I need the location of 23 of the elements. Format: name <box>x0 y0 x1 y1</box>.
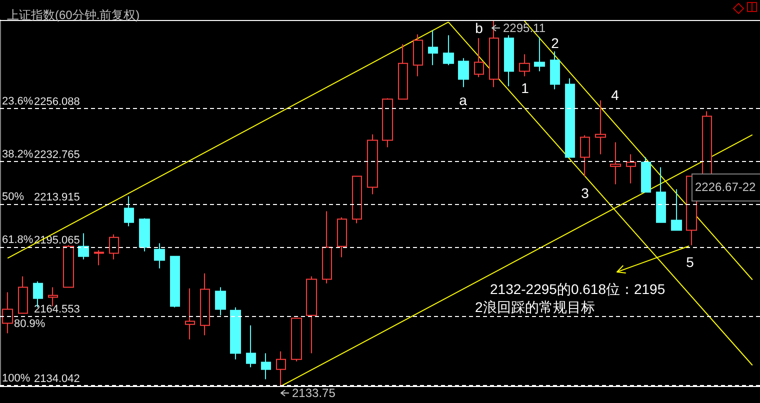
annotation: 2 <box>551 35 560 51</box>
y-tick-label: 2164.553 <box>34 304 80 316</box>
annotation: 80.9% <box>14 318 46 330</box>
annotation: 4 <box>611 87 620 103</box>
y-tick-label: 2134.042 <box>34 372 80 385</box>
annotation: 2132-2295的0.618位：2195 <box>490 281 666 297</box>
annotation: 23.6% <box>2 96 34 108</box>
annotation: 2133.75 <box>292 386 336 400</box>
annotation: 2浪回踩的常规目标 <box>475 299 595 315</box>
y-tick-label: 2256.088 <box>34 96 80 108</box>
annotation: 1 <box>521 80 530 96</box>
annotation: 50% <box>2 191 24 204</box>
annotation: 5 <box>686 254 694 270</box>
y-tick-label: 2213.915 <box>34 192 80 204</box>
annotation: a <box>459 92 468 108</box>
chart-title: 上证指数(60分钟.前复权) <box>7 8 140 22</box>
y-tick-label: 2232.765 <box>34 148 80 161</box>
annotation: 38.2% <box>2 148 34 160</box>
annotation: b <box>475 20 484 36</box>
annotation: 2226.67-22 <box>695 180 756 194</box>
annotation: 100% <box>2 372 30 384</box>
annotation: 3 <box>581 185 590 201</box>
annotation: 61.8% <box>2 234 34 246</box>
